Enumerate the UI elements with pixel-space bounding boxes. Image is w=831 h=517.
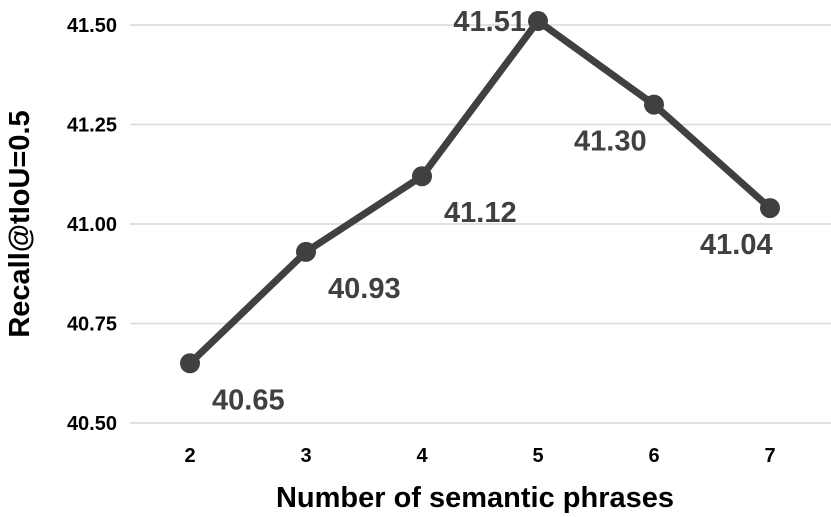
x-tick-label: 7 <box>764 445 775 467</box>
x-axis-title: Number of semantic phrases <box>276 482 674 514</box>
gridlines <box>130 24 831 424</box>
data-label: 41.51 <box>453 6 526 38</box>
data-point <box>644 94 664 115</box>
data-points <box>180 11 780 374</box>
data-label: 40.65 <box>212 384 285 416</box>
data-labels: 40.65 40.93 41.12 41.51 41.30 41.04 <box>212 6 773 416</box>
data-point <box>528 11 548 32</box>
x-tick-label: 3 <box>300 445 311 467</box>
y-tick-label: 41.00 <box>67 214 117 236</box>
x-tick-label: 6 <box>648 445 659 467</box>
y-tick-label: 40.75 <box>67 314 117 336</box>
y-axis-title: Recall@tIoU=0.5 <box>4 110 36 337</box>
data-point <box>180 353 200 374</box>
y-tick-label: 40.50 <box>67 413 117 435</box>
data-label: 41.04 <box>700 229 773 261</box>
series-line <box>186 17 774 367</box>
data-label: 41.30 <box>574 126 647 158</box>
x-tick-label: 2 <box>184 445 195 467</box>
data-label: 40.93 <box>328 273 401 305</box>
data-point <box>760 198 780 219</box>
y-tick-label: 41.50 <box>67 15 117 37</box>
data-label: 41.12 <box>444 197 517 229</box>
data-point <box>412 166 432 187</box>
data-point <box>296 241 316 262</box>
y-tick-label: 41.25 <box>67 115 117 137</box>
x-tick-label: 5 <box>532 445 543 467</box>
y-axis-ticks: 40.50 40.75 41.00 41.25 41.50 <box>67 15 117 435</box>
x-axis-ticks: 2 3 4 5 6 7 <box>184 445 775 467</box>
x-tick-label: 4 <box>416 445 428 467</box>
